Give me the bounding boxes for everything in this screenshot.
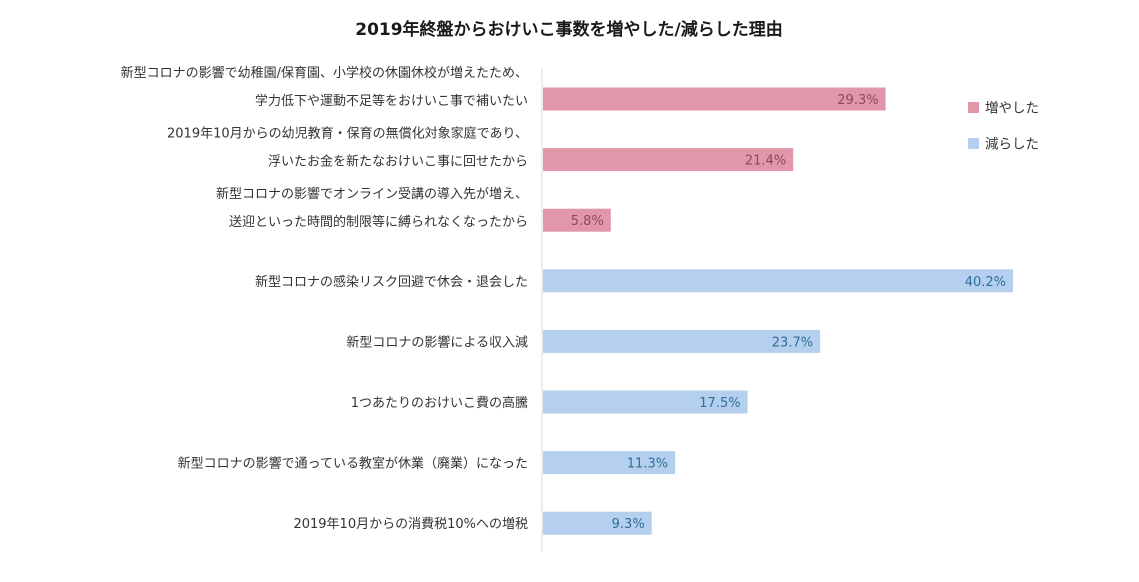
category-label: 新型コロナの影響で通っている教室が休業（廃業）になった xyxy=(178,456,528,472)
category-label: 新型コロナの影響でオンライン受講の導入先が増え、送迎といった時間的制限等に縛られ… xyxy=(216,186,528,230)
data-label: 17.5% xyxy=(699,396,740,411)
bar-decrease xyxy=(543,390,748,414)
data-label: 11.3% xyxy=(627,457,668,472)
bar-increase xyxy=(543,87,886,111)
category-label: 1つあたりのおけいこ費の高騰 xyxy=(351,395,528,411)
data-label: 29.3% xyxy=(837,93,878,108)
bars-layer: 29.3% 21.4% 5.8% 40.2% 23.7% 17.5% 11.3% 9.3% xyxy=(543,87,1013,535)
data-label: 21.4% xyxy=(745,154,786,169)
chart-title: 2019年終盤からおけいこ事数を増やした/減らした理由 xyxy=(355,19,783,40)
data-label: 40.2% xyxy=(965,275,1006,290)
category-labels-layer: 新型コロナの影響で幼稚園/保育園、小学校の休園休校が増えたため、学力低下や運動不… xyxy=(121,65,528,532)
category-label: 2019年10月からの消費税10%への増税 xyxy=(293,517,528,532)
category-label: 新型コロナの影響で幼稚園/保育園、小学校の休園休校が増えたため、学力低下や運動不… xyxy=(121,65,528,109)
legend-label: 増やした xyxy=(985,101,1039,117)
bar-decrease xyxy=(543,269,1013,293)
bar-decrease xyxy=(543,329,821,353)
bar-increase xyxy=(543,208,611,232)
data-label: 9.3% xyxy=(612,517,645,532)
legend-swatch xyxy=(968,138,979,149)
bar-decrease xyxy=(543,511,652,535)
category-label: 2019年10月からの幼児教育・保育の無償化対象家庭であり、浮いたお金を新たなお… xyxy=(167,126,528,170)
data-label: 23.7% xyxy=(772,335,813,350)
legend-label: 減らした xyxy=(985,136,1039,153)
bar-increase xyxy=(543,148,794,172)
category-label: 新型コロナの感染リスク回避で休会・退会した xyxy=(255,274,528,290)
bar-decrease xyxy=(543,451,676,475)
category-label: 新型コロナの影響による収入減 xyxy=(346,334,528,350)
legend-swatch xyxy=(968,102,979,113)
data-label: 5.8% xyxy=(571,214,604,229)
